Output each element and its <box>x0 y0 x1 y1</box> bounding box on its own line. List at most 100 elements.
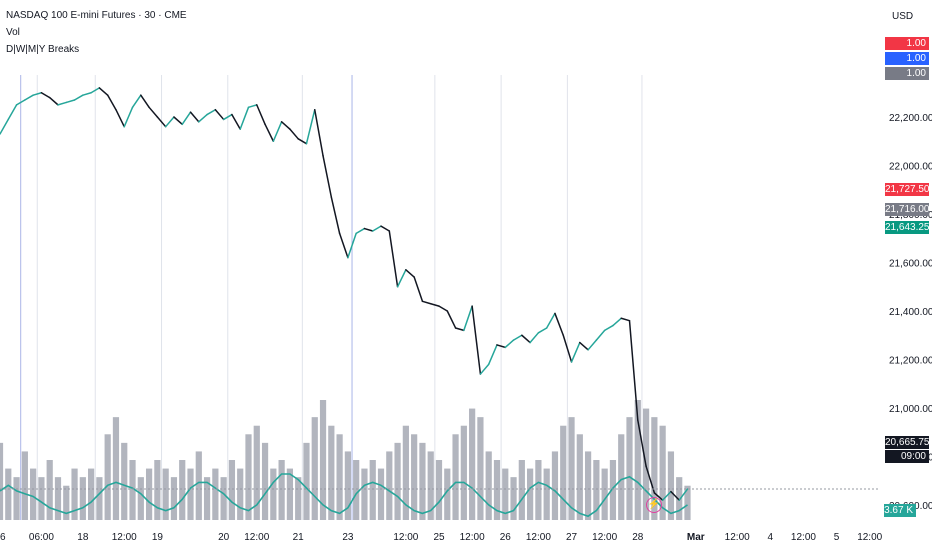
volume-bar <box>195 451 202 520</box>
volume-bar <box>71 468 78 520</box>
volume-bar <box>21 451 28 520</box>
price-segment <box>388 230 399 288</box>
price-segment <box>48 96 59 106</box>
volume-bar <box>584 451 592 520</box>
volume-bar <box>270 468 277 520</box>
volume-bar <box>286 468 294 520</box>
volume-bar <box>203 477 211 520</box>
price-segment <box>280 121 291 130</box>
volume-bar <box>452 434 459 520</box>
price-segment <box>487 344 498 366</box>
price-segment <box>446 310 457 329</box>
price-segment <box>620 317 631 322</box>
x-tick-label: Mar <box>687 532 705 543</box>
volume-bar <box>121 442 128 520</box>
price-segment <box>305 108 316 145</box>
last-price-tag: 20,665.75 <box>885 436 930 449</box>
volume-bar <box>154 460 161 520</box>
price-segment <box>115 108 125 128</box>
symbol-title[interactable]: NASDAQ 100 E-mini Futures · 30 · CME <box>6 10 187 21</box>
volume-bar <box>228 460 236 520</box>
volume-bar <box>311 417 318 520</box>
volume-bar <box>237 468 244 520</box>
price-segment <box>15 99 26 106</box>
price-segment <box>231 113 241 130</box>
price-segment <box>73 94 84 101</box>
x-tick-label: 23 <box>342 532 354 543</box>
volume-bar <box>187 468 194 520</box>
volume-bar <box>609 460 617 520</box>
y-tick-label: 21,200.00 <box>889 356 932 367</box>
volume-bar <box>551 451 559 520</box>
price-tag-mid: 21,716.00 <box>885 203 930 216</box>
volume-bar <box>543 468 550 520</box>
price-segment <box>363 227 374 232</box>
volume-bar <box>444 468 451 520</box>
price-segment <box>297 138 308 145</box>
volume-bar <box>278 460 285 520</box>
x-tick-label: 20 <box>218 532 230 543</box>
volume-bar <box>162 468 169 520</box>
lightning-icon[interactable]: ⚡ <box>646 497 662 513</box>
volume-bar <box>684 485 691 520</box>
x-tick-label: 12:00 <box>725 532 750 543</box>
volume-bar <box>386 451 393 520</box>
x-tick-label: 12:00 <box>244 532 269 543</box>
price-segment <box>371 225 382 232</box>
y-tick-label: 22,200.00 <box>889 113 932 124</box>
price-segment <box>57 101 68 106</box>
volume-bar <box>5 468 12 520</box>
price-segment <box>131 94 142 109</box>
x-tick-label: 19 <box>152 532 164 543</box>
volume-bar <box>477 417 484 520</box>
volume-bar <box>651 417 658 520</box>
price-segment <box>7 104 18 121</box>
volume-bar <box>344 451 351 520</box>
time-axis[interactable]: 16 06:00 18 12:00 19 20 12:00 21 23 12:00 25 12:00 2… <box>0 532 883 543</box>
price-segment <box>314 108 324 157</box>
price-segment <box>661 490 672 501</box>
y-tick-label: 21,000.00 <box>889 404 932 415</box>
volume-bar <box>253 425 260 520</box>
volume-bar <box>0 442 4 520</box>
volume-bar <box>319 400 327 520</box>
price-segment <box>554 312 564 336</box>
volume-histogram <box>0 400 691 520</box>
volume-bar <box>170 477 178 520</box>
volume-bar <box>295 477 302 520</box>
volume-bar <box>79 477 86 520</box>
volume-bar <box>261 442 269 520</box>
price-segment <box>521 334 531 344</box>
volume-bar <box>361 468 368 520</box>
volume-bar <box>179 460 186 520</box>
volume-bar <box>402 425 409 520</box>
volume-bar <box>593 460 600 520</box>
currency-label[interactable]: USD <box>892 11 914 22</box>
price-axis[interactable]: 22,200.0022,000.0021,800.0021,600.0021,4… <box>889 113 932 550</box>
price-segment <box>454 327 465 332</box>
volume-bar <box>353 460 360 520</box>
volume-bar <box>460 425 467 520</box>
x-tick-label: 12:00 <box>393 532 418 543</box>
volume-bar <box>535 460 542 520</box>
volume-bar <box>502 468 509 520</box>
volume-bar <box>510 477 517 520</box>
price-segment <box>504 339 515 349</box>
volume-indicator-label[interactable]: Vol <box>6 27 20 38</box>
price-segment <box>537 327 548 334</box>
volume-bar <box>527 468 534 520</box>
x-tick-label: 12:00 <box>112 532 137 543</box>
volume-ma-line <box>0 473 688 518</box>
volume-bar <box>568 417 575 520</box>
volume-bar <box>667 451 675 520</box>
x-tick-label: 5 <box>834 532 840 543</box>
price-segment <box>24 94 34 101</box>
breaks-indicator-label[interactable]: D|W|M|Y Breaks <box>6 44 80 55</box>
volume-bar <box>377 468 385 520</box>
price-segment <box>579 341 589 351</box>
x-tick-label: 27 <box>566 532 578 543</box>
price-segment <box>512 334 523 341</box>
price-segment <box>32 92 43 96</box>
price-segment <box>471 305 482 375</box>
